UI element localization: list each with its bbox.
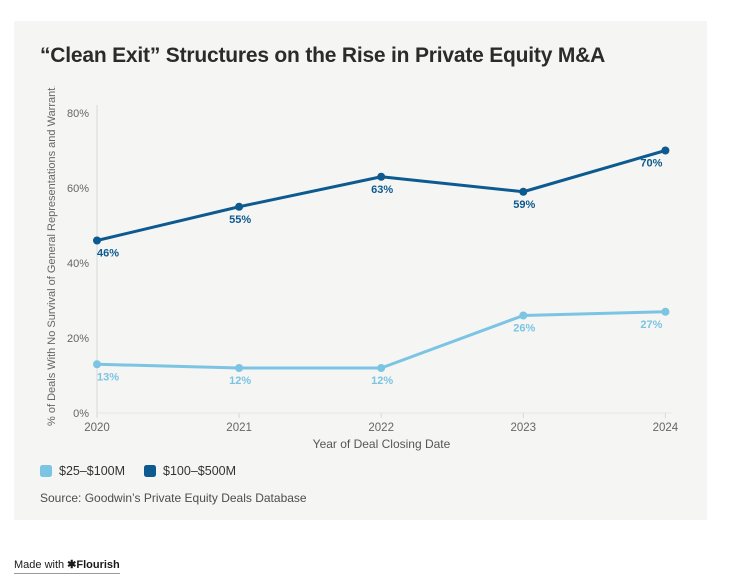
series-line — [95, 310, 667, 370]
source-note: Source: Goodwin’s Private Equity Deals D… — [40, 491, 307, 505]
chart-legend: $25–$100M $100–$500M — [40, 464, 236, 478]
data-label: 12% — [229, 375, 251, 387]
x-tick-label: 2022 — [368, 422, 394, 434]
data-point — [661, 146, 670, 155]
x-tick-label: 2023 — [511, 422, 537, 434]
flourish-asterisk-icon: ✱ — [67, 559, 77, 571]
data-point — [519, 311, 528, 320]
x-tick-label: 2020 — [84, 422, 110, 434]
y-tick-label: 20% — [67, 333, 89, 345]
data-point — [661, 307, 670, 316]
data-label: 63% — [371, 184, 393, 196]
x-tick-label: 2024 — [653, 422, 679, 434]
legend-label: $100–$500M — [163, 464, 237, 478]
flourish-brand: Flourish — [76, 559, 120, 571]
data-label: 12% — [371, 375, 393, 387]
data-point — [235, 202, 244, 211]
data-label: 55% — [229, 214, 251, 226]
data-label: 26% — [513, 323, 535, 335]
data-label: 27% — [640, 319, 662, 331]
legend-item-100-500m[interactable]: $100–$500M — [144, 464, 236, 478]
y-tick-label: 0% — [73, 408, 89, 420]
made-with-label: Made with — [14, 559, 65, 571]
data-point — [93, 360, 101, 369]
data-point — [377, 172, 386, 181]
data-point — [235, 364, 244, 372]
y-tick-label: 80% — [67, 108, 89, 120]
data-point — [377, 364, 386, 372]
chart-title: “Clean Exit” Structures on the Rise in P… — [40, 44, 606, 67]
data-label: 59% — [513, 199, 535, 211]
data-label: 46% — [97, 248, 119, 260]
legend-swatch-light-blue — [40, 465, 52, 477]
x-axis-title: Year of Deal Closing Date — [312, 437, 451, 451]
flourish-credit-link[interactable]: Made with ✱Flourish — [14, 558, 120, 574]
x-tick-label: 2021 — [226, 422, 252, 434]
y-tick-label: 60% — [67, 183, 89, 195]
data-point — [519, 187, 528, 196]
chart-card — [14, 21, 707, 520]
data-point — [93, 236, 101, 245]
legend-swatch-dark-blue — [144, 465, 157, 477]
data-label: 70% — [640, 158, 662, 170]
y-tick-label: 40% — [67, 258, 89, 270]
legend-item-25-100m[interactable]: $25–$100M — [40, 464, 125, 478]
data-label: 13% — [97, 371, 119, 383]
legend-label: $25–$100M — [59, 464, 126, 478]
